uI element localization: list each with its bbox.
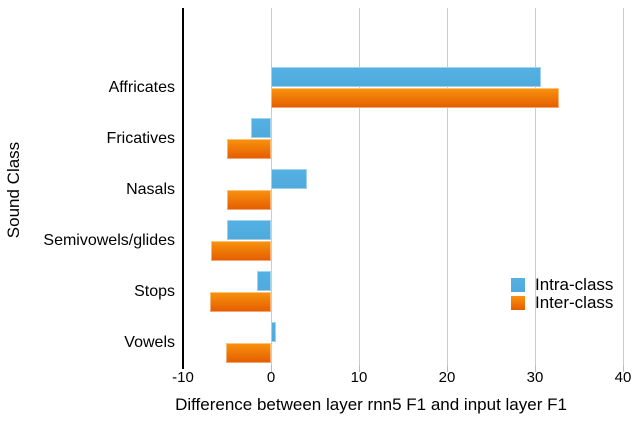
legend-label-intra-class: Intra-class [535,275,614,294]
x-axis-title: Difference between layer rnn5 F1 and inp… [175,395,567,414]
category-label-fricatives: Fricatives [106,129,175,147]
category-label-affricates: Affricates [108,78,175,96]
bar-inter-class-affricates [271,88,559,108]
gridline-30 [535,8,536,365]
x-tick-label-30: 30 [526,369,544,386]
category-label-stops: Stops [134,282,175,300]
legend-swatch-inter-class [511,295,525,310]
bar-intra-class-vowels [271,322,277,342]
bar-inter-class-semivowels-glides [211,241,271,261]
x-tick-label-10: 10 [350,369,368,386]
bar-intra-class-fricatives [250,118,271,138]
gridline-20 [447,8,448,365]
x-tick-0 [271,365,272,372]
x-tick-30 [535,365,536,372]
x-tick-40 [623,365,624,372]
x-tick-20 [447,365,448,372]
bar-intra-class-nasals [271,169,308,189]
legend: Intra-class Inter-class [511,275,614,313]
category-label-semivowels-glides: Semivowels/glides [43,231,175,249]
legend-row-intra-class: Intra-class [511,275,614,294]
y-axis-line [182,8,184,369]
gridline-40 [623,8,624,365]
bar-intra-class-stops [256,271,271,291]
bar-inter-class-fricatives [227,139,271,159]
bar-intra-class-semivowels-glides [227,220,271,240]
category-label-nasals: Nasals [126,180,175,198]
legend-swatch-intra-class [511,277,525,292]
category-label-vowels: Vowels [124,333,175,351]
bar-inter-class-nasals [227,190,271,210]
bar-intra-class-affricates [271,67,542,87]
legend-label-inter-class: Inter-class [535,293,614,312]
x-tick-label-0: 0 [266,369,276,386]
x-tick-10 [359,365,360,372]
x-tick-label-20: 20 [438,369,456,386]
bar-inter-class-stops [210,292,271,312]
x-tick-label--10: -10 [172,369,194,386]
bar-inter-class-vowels [226,343,271,363]
plot-area [183,8,633,365]
x-tick-label-40: 40 [614,369,632,386]
legend-row-inter-class: Inter-class [511,293,614,312]
gridline-10 [359,8,360,365]
